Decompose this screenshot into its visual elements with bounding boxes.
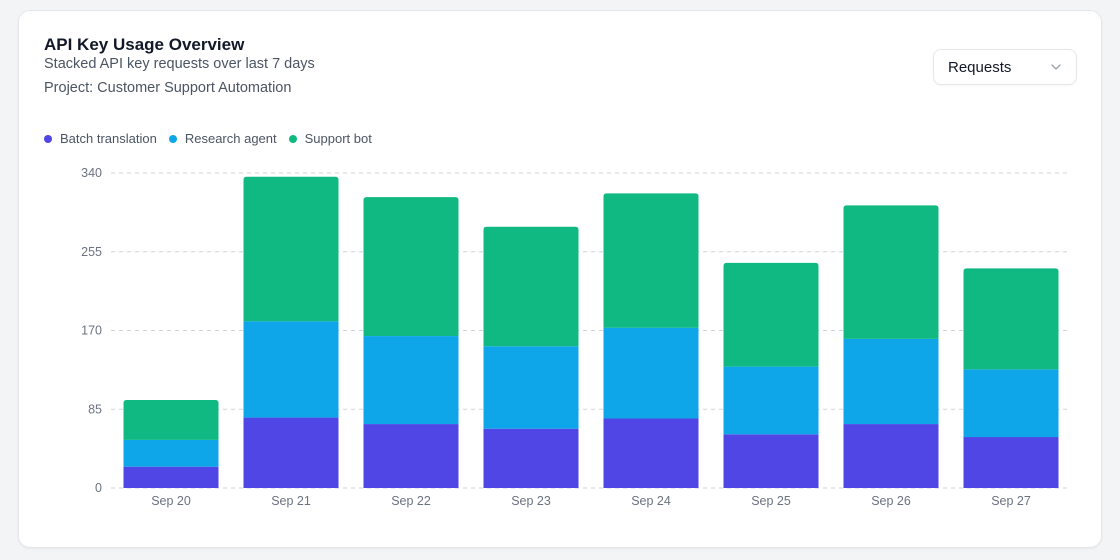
legend-swatch [168,134,177,143]
bar-segment [363,424,459,488]
stacked-bar-chart: 0 85 170 255 340 Sep 20 Sep 21 Sep 22 Sep 23 Sep … [81,166,1071,508]
legend-swatch [44,134,52,143]
x-tick-label: Sep 24 [631,494,671,508]
x-tick-label: Sep 22 [391,494,431,508]
bar-segment [963,369,1059,438]
metric-select[interactable]: Requests [933,49,1077,85]
bar-segment [843,205,939,339]
x-tick-label: Sep 21 [271,494,311,508]
legend-item: Support bot [288,131,372,146]
bar-segment [963,437,1059,488]
bar-segment [723,366,819,435]
chevron-down-icon [1051,64,1061,70]
bar-segment [243,417,339,488]
bar-segment [843,424,939,488]
bar-segment [723,434,819,488]
bar-segment [603,193,699,328]
legend-item: Batch translation [44,131,157,146]
bar-segment [123,399,219,440]
x-tick-label: Sep 25 [751,494,791,508]
y-tick-label: 0 [95,481,102,495]
x-tick-label: Sep 23 [511,494,551,508]
chart-card: API Key Usage Overview Stacked API key r… [18,10,1102,548]
y-tick-label: 340 [81,166,102,180]
y-tick-label: 170 [81,324,102,338]
bar-segment [603,418,699,488]
metric-select-value: Requests [948,59,1012,76]
legend-label: Batch translation [60,131,157,146]
bar-segment [603,327,699,419]
bar-segment [843,338,939,425]
bar-segment [483,428,579,488]
bar-segment [243,176,339,322]
chart-legend: Batch translation Research agent Support b… [44,131,372,146]
x-tick-label: Sep 26 [871,494,911,508]
project-label: Project: Customer Support Automation [44,80,292,96]
bar-segment [363,197,459,337]
legend-swatch [288,134,297,143]
legend-label: Support bot [304,131,372,146]
chart-title: API Key Usage Overview [44,35,245,54]
bar-segment [243,321,339,418]
bar-segment [483,346,579,429]
legend-label: Research agent [184,131,277,146]
bar-segment [363,336,459,425]
bar-segment [483,226,579,347]
y-tick-label: 85 [88,402,102,416]
bar-segment [123,466,219,488]
x-tick-label: Sep 27 [991,494,1031,508]
bar-segment [963,268,1059,370]
bar-segment [123,439,219,467]
x-tick-label: Sep 20 [151,494,191,508]
y-tick-label: 255 [81,245,102,259]
bar-segment [723,262,819,367]
legend-item: Research agent [168,131,277,146]
chart-subtitle: Stacked API key requests over last 7 day… [44,56,315,72]
